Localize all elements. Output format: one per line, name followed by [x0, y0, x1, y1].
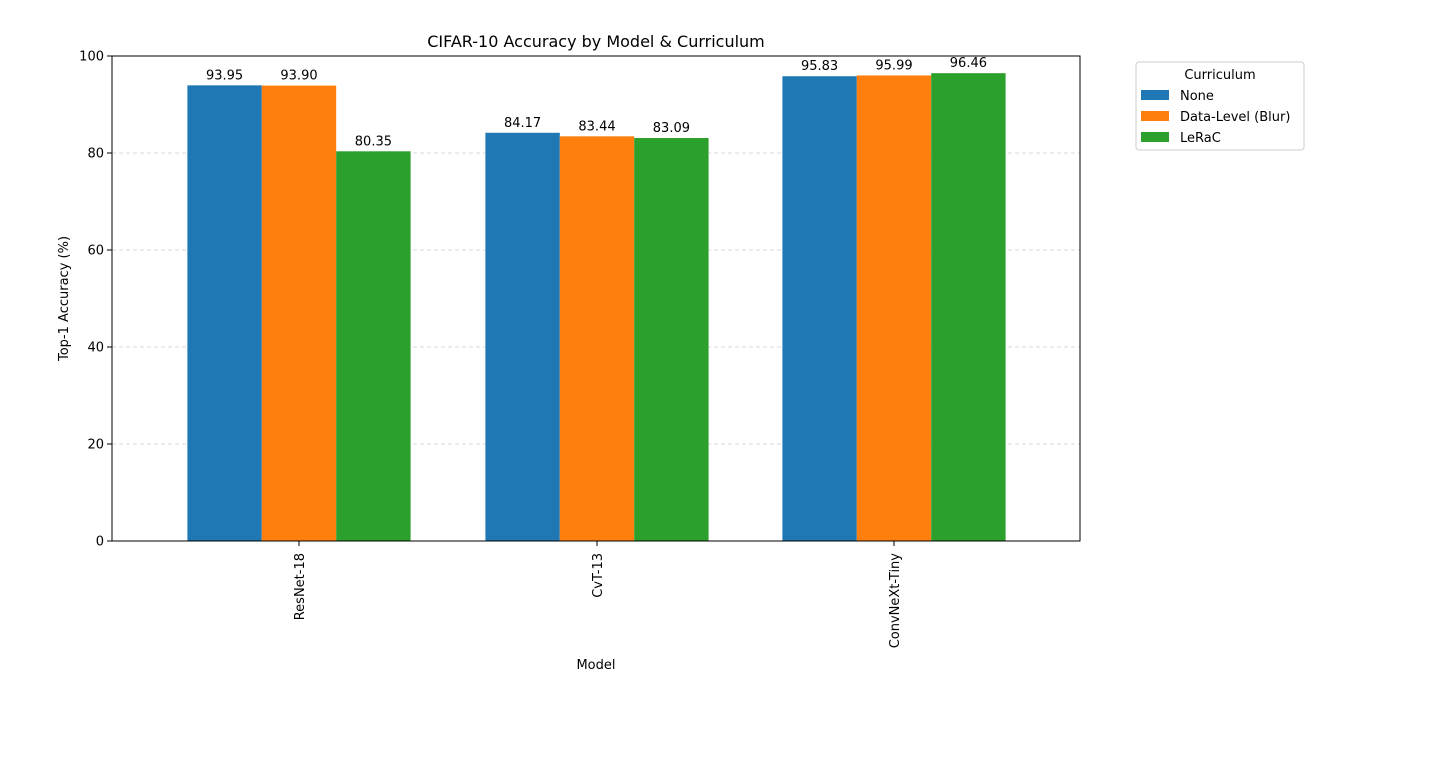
- bar: [634, 138, 709, 542]
- x-tick-label: ResNet-18: [293, 553, 308, 620]
- x-tick-label: CvT-13: [591, 553, 606, 598]
- legend-label: LeRaC: [1180, 131, 1221, 146]
- legend-label: None: [1180, 89, 1214, 104]
- bar-value-label: 96.46: [950, 56, 987, 71]
- y-tick-label: 100: [79, 50, 104, 65]
- y-tick-label: 40: [87, 341, 104, 356]
- bar-value-label: 95.83: [801, 59, 838, 74]
- chart-title: CIFAR-10 Accuracy by Model & Curriculum: [427, 32, 765, 51]
- y-axis-label: Top-1 Accuracy (%): [57, 236, 72, 362]
- legend: Curriculum None Data-Level (Blur) LeRaC: [1135, 61, 1305, 151]
- bar-value-label: 93.95: [206, 68, 243, 83]
- legend-items: None Data-Level (Blur) LeRaC: [1141, 89, 1290, 146]
- legend-swatch: [1141, 111, 1169, 121]
- legend-box: [1135, 61, 1305, 151]
- bar: [559, 136, 635, 542]
- bar-value-label: 83.09: [653, 121, 690, 136]
- y-tick-label: 80: [87, 147, 104, 162]
- legend-title: Curriculum: [1184, 68, 1255, 83]
- y-tick-label: 60: [87, 244, 104, 259]
- bar: [782, 76, 857, 542]
- legend-swatch: [1141, 90, 1169, 100]
- y-tick-label: 0: [96, 535, 104, 550]
- bar-value-label: 84.17: [504, 116, 541, 131]
- plot-frame: [111, 55, 1081, 542]
- bar-value-label: 95.99: [875, 58, 912, 73]
- x-axis: ResNet-18 CvT-13 ConvNeXt-Tiny: [293, 541, 903, 648]
- bar-value-label: 80.35: [355, 134, 392, 149]
- bar: [856, 75, 932, 542]
- x-tick-label: ConvNeXt-Tiny: [888, 553, 903, 649]
- y-axis: 0 20 40 60 80 100: [79, 50, 112, 550]
- x-axis-label: Model: [576, 658, 615, 673]
- bar: [931, 73, 1006, 541]
- y-tick-label: 20: [87, 438, 104, 453]
- data-labels: 93.95 93.90 80.35 84.17 83.44 83.09 95.83 95.99…: [206, 56, 987, 149]
- bar: [485, 132, 560, 541]
- bar: [261, 85, 337, 542]
- bar-value-label: 93.90: [280, 69, 317, 84]
- bars: [187, 73, 1006, 542]
- legend-label: Data-Level (Blur): [1180, 110, 1290, 125]
- bar: [187, 85, 262, 541]
- bar: [336, 151, 411, 542]
- bar-value-label: 83.44: [578, 119, 615, 134]
- legend-swatch: [1141, 132, 1169, 142]
